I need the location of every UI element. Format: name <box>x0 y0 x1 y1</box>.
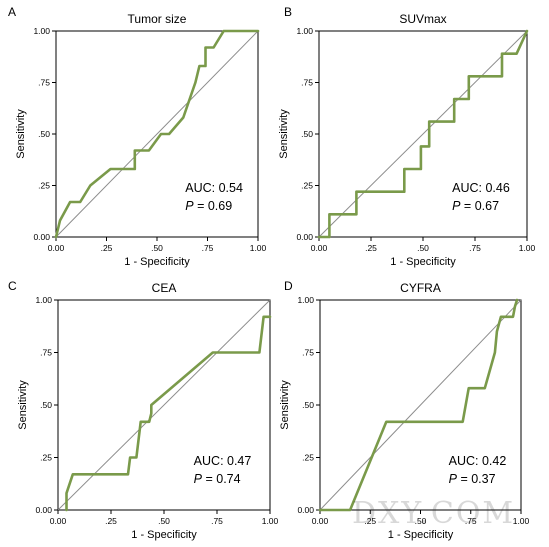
auc-label: AUC: 0.46 <box>452 181 510 195</box>
x-tick-label: 1.00 <box>519 243 536 253</box>
auc-label: AUC: 0.47 <box>194 454 252 468</box>
x-tick-label: .50 <box>415 516 427 526</box>
x-tick-label: 0.00 <box>311 243 328 253</box>
x-tick-label: .50 <box>151 243 163 253</box>
roc-curve <box>54 29 260 239</box>
p-value-label: P = 0.74 <box>194 472 241 486</box>
p-value-label: P = 0.69 <box>185 199 232 213</box>
panel-d: D CYFRA 0.000.00 .25 .25 .50 .50 .75 .75 1.00 1.00… <box>279 279 530 541</box>
p-value: = 0.67 <box>460 199 499 213</box>
reference-line <box>55 30 259 238</box>
y-tick-label: .50 <box>38 129 50 139</box>
x-tick-label: 0.00 <box>312 516 329 526</box>
y-axis-label: Sensitivity <box>279 380 291 430</box>
y-axis-label: Sensitivity <box>278 109 290 159</box>
panel-letter: A <box>8 5 16 19</box>
y-tick-label: 0.00 <box>297 505 314 515</box>
x-tick-label: .75 <box>202 243 214 253</box>
x-tick-label: .75 <box>469 243 481 253</box>
y-tick-label: .25 <box>301 181 313 191</box>
y-tick-label: 1.00 <box>296 26 313 36</box>
panel-c: C CEA 0.000.00 .25 .25 .50 .50 .75 .75 1.00 1.00 1 … <box>8 279 279 541</box>
roc-curve <box>318 298 519 512</box>
x-axis-label: 1 - Specificity <box>390 256 456 268</box>
p-symbol: P <box>194 472 203 486</box>
p-symbol: P <box>449 472 458 486</box>
x-tick-label: 1.00 <box>513 516 530 526</box>
p-symbol: P <box>185 199 194 213</box>
x-axis-label: 1 - Specificity <box>388 529 454 541</box>
y-tick-label: 0.00 <box>33 232 50 242</box>
p-symbol: P <box>452 199 461 213</box>
y-tick-label: 0.00 <box>296 232 313 242</box>
x-tick-label: .75 <box>211 516 223 526</box>
reference-line <box>318 30 528 238</box>
p-value: = 0.74 <box>202 472 241 486</box>
panel-letter: D <box>284 279 293 293</box>
y-tick-label: .25 <box>40 453 52 463</box>
p-value-label: P = 0.37 <box>449 472 496 486</box>
roc-curve <box>317 29 529 239</box>
y-axis-label: Sensitivity <box>17 380 29 430</box>
y-tick-label: .75 <box>302 348 314 358</box>
x-tick-label: .25 <box>365 243 377 253</box>
chart-title: Tumor size <box>128 12 187 26</box>
chart-title: CEA <box>152 281 177 295</box>
x-tick-label: .75 <box>465 516 477 526</box>
y-axis-label: Sensitivity <box>15 109 27 159</box>
auc-label: AUC: 0.42 <box>449 454 507 468</box>
chart-title: CYFRA <box>400 281 441 295</box>
roc-curve <box>65 315 272 512</box>
panel-letter: B <box>284 5 292 19</box>
x-axis-label: 1 - Specificity <box>131 529 197 541</box>
p-value: = 0.69 <box>194 199 233 213</box>
x-tick-label: .25 <box>105 516 117 526</box>
y-tick-label: 1.00 <box>33 26 50 36</box>
p-value: = 0.37 <box>457 472 496 486</box>
x-tick-label: .25 <box>364 516 376 526</box>
panel-a: A Tumor size 0.000.00 .25 .25 .50 .50 .75 .75 1.0… <box>8 5 267 268</box>
y-tick-label: .50 <box>302 400 314 410</box>
y-tick-label: .50 <box>40 400 52 410</box>
y-tick-label: 1.00 <box>35 295 52 305</box>
panel-b: B SUVmax 0.000.00 .25 .25 .50 .50 .75 .75 1.00 1.0… <box>278 5 536 268</box>
x-tick-label: .50 <box>158 516 170 526</box>
reference-line <box>319 299 522 511</box>
auc-label: AUC: 0.54 <box>185 181 243 195</box>
y-tick-label: .75 <box>38 78 50 88</box>
x-tick-label: .25 <box>101 243 113 253</box>
x-tick-label: .50 <box>417 243 429 253</box>
y-tick-label: .75 <box>40 348 52 358</box>
panel-letter: C <box>8 279 17 293</box>
y-tick-label: 0.00 <box>35 505 52 515</box>
x-tick-label: 0.00 <box>50 516 67 526</box>
y-tick-label: .75 <box>301 78 313 88</box>
y-tick-label: .25 <box>302 453 314 463</box>
x-tick-label: 0.00 <box>48 243 65 253</box>
p-value-label: P = 0.67 <box>452 199 499 213</box>
x-tick-label: 1.00 <box>250 243 267 253</box>
x-axis-label: 1 - Specificity <box>124 256 190 268</box>
x-tick-label: 1.00 <box>262 516 279 526</box>
y-tick-label: .25 <box>38 181 50 191</box>
chart-title: SUVmax <box>399 12 446 26</box>
y-tick-label: .50 <box>301 129 313 139</box>
y-tick-label: 1.00 <box>297 295 314 305</box>
